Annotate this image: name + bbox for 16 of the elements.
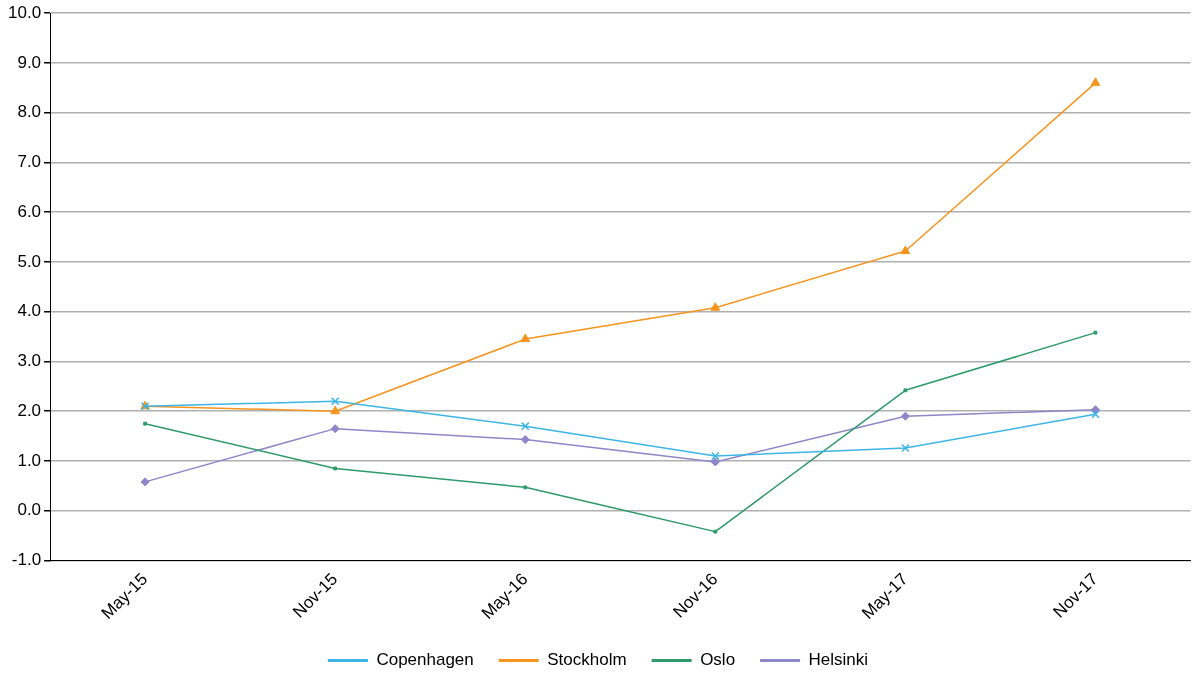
legend-label: Oslo [700,650,736,670]
legend-label: Helsinki [808,650,869,670]
y-tick-label: 9.0 [17,52,42,72]
y-tick-label: 10.0 [7,2,42,22]
y-tick-label: -1.0 [11,550,42,570]
y-tick-label: 4.0 [17,301,42,321]
y-tick-label: 1.0 [17,450,42,470]
y-tick-label: 0.0 [17,500,42,520]
y-tick-label: 6.0 [17,201,42,221]
legend-label: Stockholm [547,650,627,670]
y-tick-label: 3.0 [17,351,42,371]
y-tick-label: 7.0 [17,152,42,172]
legend-label: Copenhagen [376,650,474,670]
y-tick-label: 8.0 [17,102,42,122]
y-tick-label: 5.0 [17,251,42,271]
y-tick-label: 2.0 [17,400,42,420]
